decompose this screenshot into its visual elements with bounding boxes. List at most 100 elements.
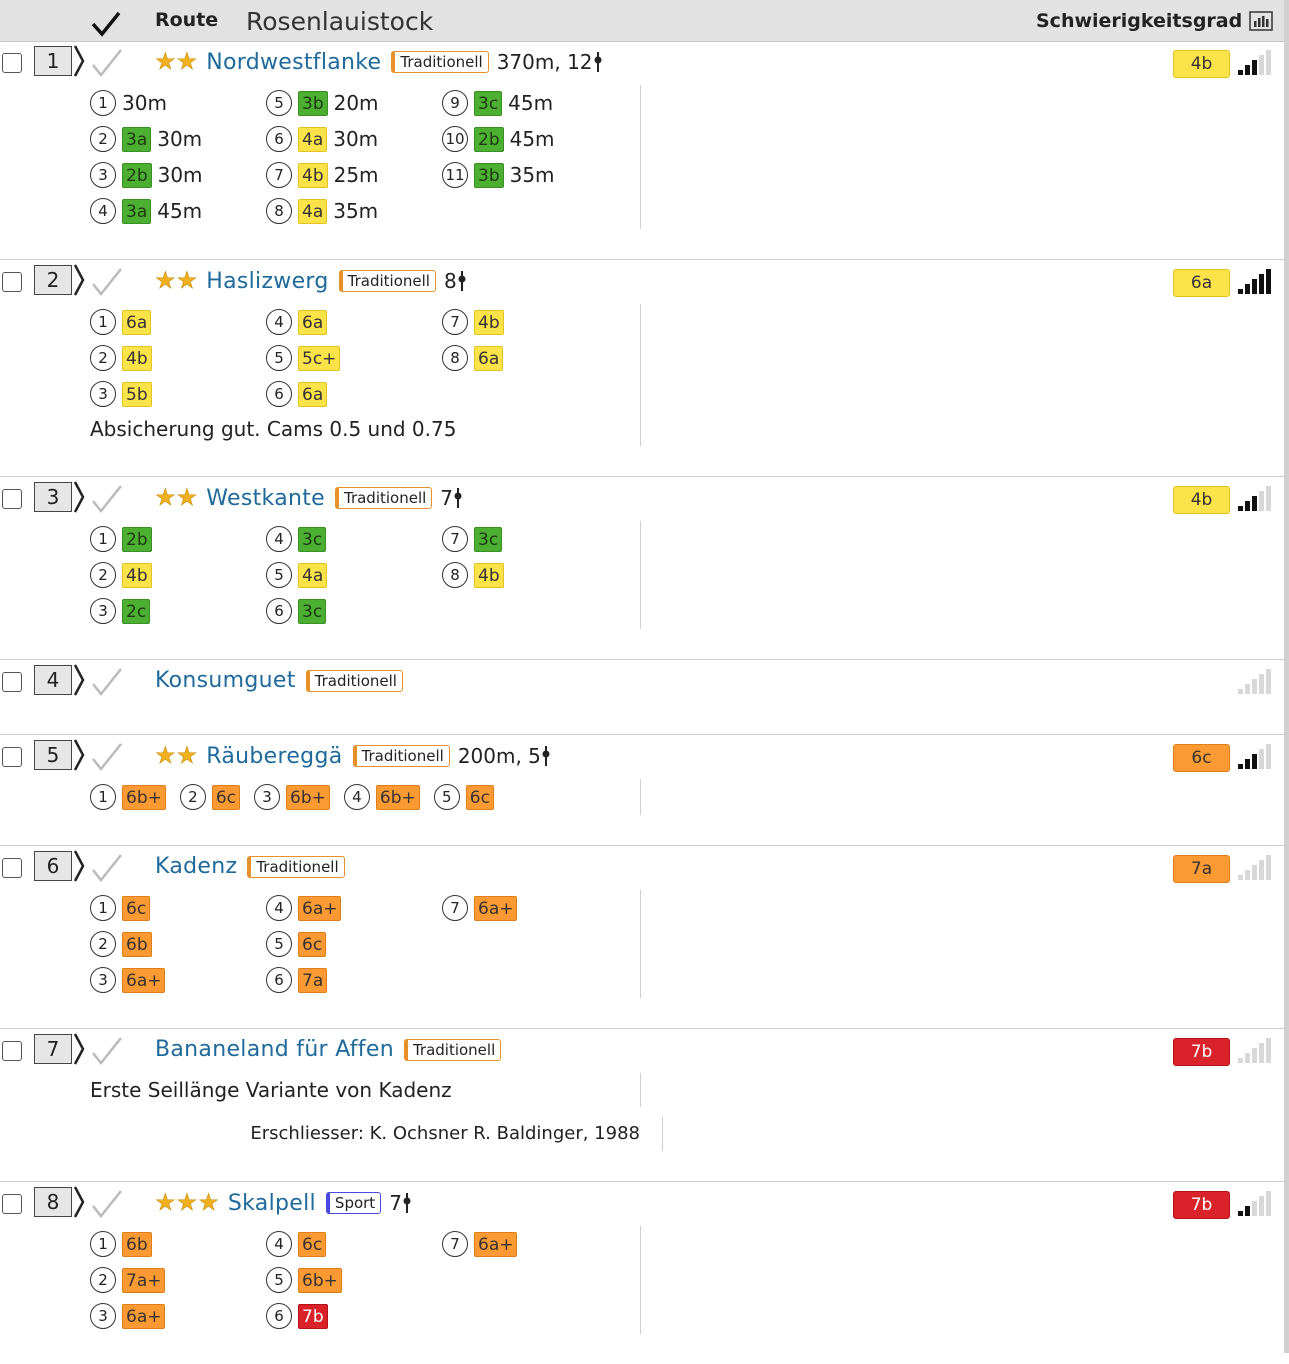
star: ★ <box>198 1190 220 1217</box>
rating-bar <box>1252 60 1257 75</box>
pitches: 1 2b 2 4b 3 2c 4 3c 5 4a 6 3c 7 3c 8 4b <box>90 521 641 629</box>
route-style: Sport <box>325 1192 382 1214</box>
pitch-grade: 6a+ <box>122 1303 166 1329</box>
chart-icon[interactable] <box>1249 11 1273 31</box>
pitch-number: 7 <box>442 309 468 335</box>
pitch-grade: 5c+ <box>298 345 341 371</box>
checkbox[interactable] <box>2 672 22 692</box>
route-column-label[interactable]: Route <box>155 9 219 31</box>
route-name[interactable]: Skalpell <box>227 1190 316 1216</box>
pitch-number: 3 <box>254 784 281 810</box>
bolt-icon <box>542 746 550 766</box>
chevron[interactable] <box>72 663 86 697</box>
route-name[interactable]: Haslizwerg <box>206 268 329 294</box>
rating-bar <box>1245 284 1250 294</box>
scrollbar[interactable] <box>1284 0 1289 1353</box>
title-row: 4 Konsumguet Traditionell <box>0 660 1284 704</box>
pitch-length: 35m <box>509 163 555 187</box>
pitch: 5 6b+ <box>266 1262 342 1298</box>
pitch-grade: 4a <box>298 198 328 224</box>
tick-icon[interactable] <box>90 1035 124 1067</box>
rating-bars <box>1238 1191 1271 1216</box>
tick-icon[interactable] <box>90 483 124 515</box>
rating-bar <box>1238 689 1243 694</box>
star: ★ <box>176 485 199 512</box>
title: ★★ Haslizwerg Traditionell 8 <box>155 268 467 294</box>
chevron[interactable] <box>72 263 86 297</box>
rating-bar <box>1245 870 1250 880</box>
title-row: 8 ★★★ Skalpell Sport 7 7b <box>0 1182 1284 1226</box>
chevron[interactable] <box>72 480 86 514</box>
chevron[interactable] <box>72 849 86 883</box>
route-name[interactable]: Kadenz <box>155 854 238 879</box>
chevron[interactable] <box>72 1032 86 1066</box>
rating-bar <box>1266 669 1271 694</box>
crag-name: Rosenlauistock <box>246 7 434 36</box>
route-info: 370m, 12 <box>497 50 603 74</box>
pitch-number: 5 <box>266 90 292 116</box>
pitch-number: 8 <box>442 345 468 371</box>
route-style: Traditionell <box>334 487 433 509</box>
route-name[interactable]: Konsumguet <box>155 668 296 693</box>
route-name[interactable]: Bananeland für Affen <box>155 1037 394 1062</box>
pitch: 5 3b 20m <box>266 85 379 121</box>
chevron[interactable] <box>72 1185 86 1219</box>
route-name[interactable]: Nordwestflanke <box>206 49 382 75</box>
stars: ★★ <box>155 485 199 512</box>
checkbox[interactable] <box>2 747 22 767</box>
bolt-icon <box>594 52 602 72</box>
tick-icon[interactable] <box>90 852 124 884</box>
pitch: 2 3a 30m <box>90 121 202 157</box>
pitch-length: 30m <box>157 127 203 151</box>
pitch-grade: 7b <box>298 1303 328 1329</box>
pitch-number: 2 <box>90 562 116 588</box>
pitch: 7 6a+ <box>442 1226 518 1262</box>
pitch-number: 4 <box>266 309 292 335</box>
pitch-number: 1 <box>90 526 116 552</box>
pitch-grade: 3b <box>474 162 504 188</box>
tick-icon[interactable] <box>90 1188 124 1220</box>
rating-bar <box>1252 496 1257 511</box>
checkbox[interactable] <box>2 53 22 73</box>
tick-icon[interactable] <box>90 266 124 298</box>
pitch-length: 30m <box>333 127 379 151</box>
rating-bar <box>1245 1206 1250 1216</box>
check-all-icon[interactable] <box>90 10 122 38</box>
grade-column-label[interactable]: Schwierigkeitsgrad <box>1036 10 1243 32</box>
pitch-number: 4 <box>266 1231 292 1257</box>
pitch-grade: 4a <box>298 126 328 152</box>
chevron[interactable] <box>72 738 86 772</box>
checkbox[interactable] <box>2 858 22 878</box>
pitch-number: 3 <box>90 381 116 407</box>
pitches: 1 6b 2 7a+ 3 6a+ 4 6c 5 6b+ 6 7b 7 6a+ <box>90 1226 641 1334</box>
checkbox[interactable] <box>2 1194 22 1214</box>
checkbox[interactable] <box>2 1041 22 1061</box>
pitch: 6 3c <box>266 593 327 629</box>
route-style: Traditionell <box>352 745 450 767</box>
route-number: 2 <box>34 265 72 295</box>
pitch: 4 6a <box>266 304 328 340</box>
first-ascent: Erschliesser: K. Ochsner R. Baldinger, 1… <box>90 1117 663 1151</box>
pitch-number: 10 <box>442 126 468 152</box>
rating-bar <box>1252 1048 1257 1063</box>
pitch: 1 6b+ <box>90 779 166 815</box>
star: ★ <box>155 49 177 76</box>
tick-icon[interactable] <box>90 741 124 773</box>
rating-bar <box>1238 1211 1243 1216</box>
route-name[interactable]: Westkante <box>206 485 325 511</box>
rating-bars <box>1238 486 1271 511</box>
chevron[interactable] <box>72 44 86 78</box>
pitch: 5 4a <box>266 557 328 593</box>
checkbox[interactable] <box>2 489 22 509</box>
pitch-number: 2 <box>90 931 116 957</box>
tick-icon[interactable] <box>90 666 124 698</box>
route-name[interactable]: Räubereggä <box>206 743 343 769</box>
pitch-number: 4 <box>343 784 370 810</box>
tick-icon[interactable] <box>90 47 124 79</box>
pitch: 5 6c <box>433 779 494 815</box>
pitch-number: 7 <box>442 526 468 552</box>
route-row: 8 ★★★ Skalpell Sport 7 7b 1 6b 2 7a+ 3 6a+ 4 6c 5 6b+ 6 7… <box>0 1181 1284 1364</box>
title: ★★ Westkante Traditionell 7 <box>155 485 463 511</box>
pitch-grade: 6c <box>465 784 494 810</box>
checkbox[interactable] <box>2 272 22 292</box>
